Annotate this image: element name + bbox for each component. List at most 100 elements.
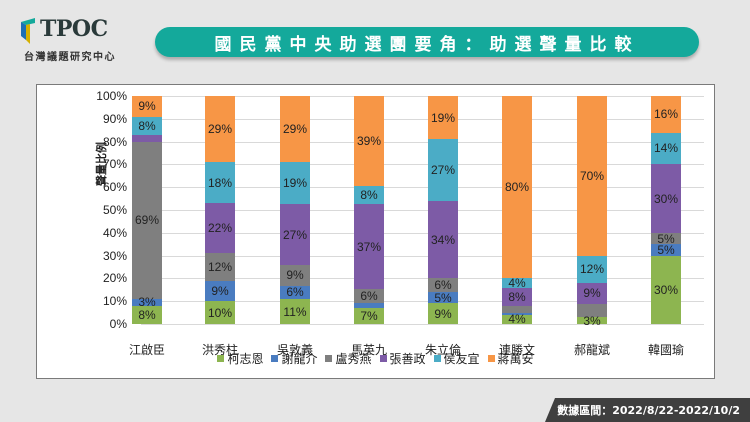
legend-swatch-icon (217, 355, 225, 362)
data-label: 29% (207, 122, 233, 137)
bar-segment[interactable]: 19% (428, 96, 458, 140)
data-label: 6% (360, 289, 378, 304)
bar-segment[interactable] (132, 134, 162, 142)
y-tick-label: 20% (102, 271, 127, 286)
bar-segment[interactable]: 4% (502, 276, 532, 291)
y-tick-label: 30% (102, 248, 127, 263)
legend-label: 張善政 (389, 352, 426, 366)
bar-segment[interactable]: 29% (280, 96, 310, 162)
legend-item[interactable]: 侯友宜 (433, 350, 480, 367)
bar-segment[interactable]: 27% (280, 204, 310, 266)
stacked-bar[interactable]: 3% 9% 12% 70% (577, 96, 607, 328)
bar-segment[interactable]: 16% (651, 96, 681, 133)
bar-segment[interactable] (354, 303, 384, 308)
stacked-bar[interactable]: 9% 5% 6% 34% 27% 19% (428, 96, 458, 324)
bar-segment[interactable] (577, 303, 607, 318)
bar-segment[interactable]: 8% (132, 305, 162, 324)
data-label: 30% (653, 282, 679, 297)
y-tick-label: 70% (102, 157, 127, 172)
bar-segment[interactable]: 80% (502, 96, 532, 279)
bar-segment[interactable]: 9% (428, 303, 458, 324)
bar-segment[interactable]: 9% (280, 265, 310, 286)
data-range-banner: 數據區間：2022/8/22-2022/10/2 (545, 398, 750, 422)
bar-segment[interactable]: 9% (132, 96, 162, 117)
bar-segment[interactable]: 9% (577, 282, 607, 304)
y-tick-label: 80% (102, 134, 127, 149)
bar-segment[interactable]: 29% (205, 96, 235, 163)
legend-swatch-icon (433, 355, 441, 362)
stacked-bar[interactable]: 8% 3% 69% 8% 9% (132, 96, 162, 324)
stacked-bar[interactable]: 11% 6% 9% 27% 19% 29% (280, 96, 310, 324)
data-label: 9% (434, 306, 452, 321)
bar-segment[interactable]: 11% (280, 299, 310, 324)
bar-segment[interactable]: 5% (651, 231, 681, 246)
bar-segment[interactable] (502, 312, 532, 315)
bar-segment[interactable]: 8% (354, 185, 384, 205)
data-label: 5% (657, 231, 675, 246)
gridline (141, 232, 704, 234)
data-label: 37% (356, 239, 382, 254)
bar-segment[interactable]: 37% (354, 204, 384, 290)
stacked-bar[interactable]: 7% 6% 37% 8% 39% (354, 96, 384, 324)
bar-segment[interactable] (502, 305, 532, 313)
data-label: 8% (508, 289, 526, 304)
bar-segment[interactable]: 12% (577, 255, 607, 283)
bar-segment[interactable]: 12% (205, 253, 235, 281)
legend-item[interactable]: 柯志恩 (217, 350, 263, 367)
tpoc-logo: TPOC 台灣議題研究中心 (18, 14, 128, 64)
legend-item[interactable]: 蔣萬安 (487, 350, 534, 367)
bar-segment[interactable]: 3% (577, 314, 607, 328)
bar-segment[interactable]: 18% (205, 162, 235, 204)
bar-segment[interactable]: 14% (651, 132, 681, 165)
bar-segment[interactable]: 70% (577, 96, 607, 256)
bar-segment[interactable]: 19% (280, 161, 310, 205)
gridline (141, 210, 704, 211)
data-label: 22% (207, 221, 233, 236)
stacked-bar[interactable]: 30% 5% 5% 30% 14% 16% (651, 96, 681, 324)
bar-segment[interactable]: 9% (205, 280, 235, 302)
data-range-text: 數據區間：2022/8/22-2022/10/2 (557, 404, 740, 417)
data-label: 8% (360, 188, 378, 203)
legend-item[interactable]: 盧秀燕 (325, 350, 372, 367)
data-label: 4% (508, 276, 526, 291)
bar-segment[interactable]: 10% (205, 301, 235, 324)
bar-segment[interactable]: 30% (651, 164, 681, 233)
bar-segment[interactable]: 8% (132, 116, 162, 135)
bar-segment[interactable]: 27% (428, 139, 458, 201)
stacked-bar[interactable]: 4% 8% 4% 80% (502, 96, 532, 326)
x-category-label: 馬英九 (350, 343, 387, 357)
bar-segment[interactable]: 34% (428, 200, 458, 279)
bar-segment[interactable]: 39% (354, 96, 384, 186)
x-category-label: 吳敦義 (276, 343, 313, 357)
y-tick-label: 0% (109, 317, 127, 331)
bar-segment[interactable]: 69% (132, 141, 162, 299)
stacked-bar[interactable]: 10% 9% 12% 22% 18% 29% (205, 96, 235, 324)
data-label: 69% (134, 213, 160, 228)
legend-swatch-icon (487, 355, 495, 362)
bar-segment[interactable]: 7% (354, 307, 384, 324)
bar-segment[interactable]: 8% (502, 287, 532, 306)
legend-item[interactable]: 謝龍介 (271, 350, 317, 367)
plot-area: 聲量比例 0% 10% 20% 30% 40% 50% 60% 70% 80% 90% 100% 8%… (95, 89, 704, 357)
bar-segment[interactable]: 6% (428, 278, 458, 292)
data-label: 6% (434, 278, 452, 293)
gridline (141, 255, 704, 257)
legend-swatch-icon (325, 355, 333, 362)
bar-segment[interactable]: 30% (651, 255, 681, 324)
data-label: 14% (653, 141, 679, 156)
legend-label: 蔣萬安 (497, 352, 534, 366)
page-title: 國民黨中央助選團要角：助選聲量比較 (214, 34, 640, 55)
legend-item[interactable]: 張善政 (379, 350, 426, 367)
x-category-label: 韓國瑜 (647, 343, 684, 357)
bar-segment[interactable]: 3% (132, 295, 162, 309)
legend-label: 柯志恩 (227, 352, 264, 366)
bar-segment[interactable]: 22% (205, 203, 235, 254)
legend-swatch-icon (379, 355, 387, 362)
gridline (141, 96, 704, 97)
data-label: 19% (282, 175, 308, 190)
bar-segment[interactable]: 4% (502, 312, 532, 326)
bar-segment[interactable]: 5% (651, 243, 681, 257)
bar-segment[interactable]: 6% (280, 285, 310, 299)
bar-segment[interactable]: 5% (428, 291, 458, 305)
bar-segment[interactable]: 6% (354, 289, 384, 303)
